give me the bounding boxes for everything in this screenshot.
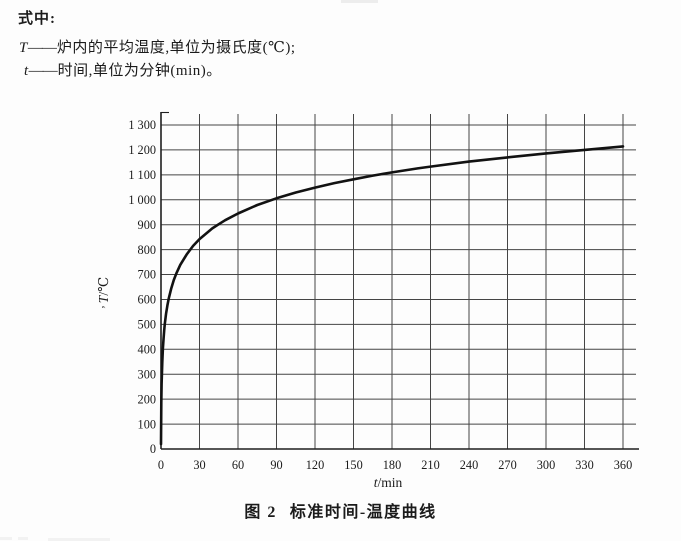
scan-artifact-top [341,0,378,3]
x-tick-label: 240 [460,458,478,472]
scan-artifact-bottom [48,538,110,541]
legend-dash: —— [28,63,58,79]
symbol-T: T [19,40,28,56]
x-tick-label: 30 [193,458,205,472]
legend-item-time: t——时间,单位为分钟(min)。 [24,59,222,80]
chart-axes [160,111,639,450]
y-tick-label: 800 [138,243,156,257]
y-tick-label: 900 [138,218,156,232]
y-tick-label: 0 [150,442,156,456]
y-tick-label: 300 [138,367,156,381]
y-tick-label: 400 [138,343,156,357]
x-tick-label: 60 [232,458,244,472]
scan-artifact-bottom [18,537,28,540]
legend-description-time: 时间,单位为分钟(min)。 [57,63,222,79]
x-tick-label: 300 [537,458,555,472]
x-tick-label: 270 [498,458,516,472]
x-tick-label: 150 [344,458,362,472]
y-tick-label: 500 [138,318,156,332]
x-axis-label: t/min [374,475,403,490]
figure-title: 标准时间-温度曲线 [289,504,437,521]
y-tick-label: 1 000 [128,193,156,207]
legend-item-temperature: T——炉内的平均温度,单位为摄氏度(℃); [19,36,296,57]
x-tick-label: 90 [270,458,282,472]
legend-description-temperature: 炉内的平均温度,单位为摄氏度(℃); [56,40,296,56]
scan-artifact-bottom [0,537,12,540]
figure-number: 图 2 [244,504,277,521]
x-tick-label: 330 [575,458,593,472]
y-tick-label: 1 200 [128,143,156,157]
y-tick-label: 1 300 [128,118,156,132]
y-tick-label: 1 100 [128,168,156,182]
symbol-t: t [24,63,29,79]
scan-artifact-mark: , [91,305,107,309]
y-tick-label: 100 [138,417,156,431]
x-tick-label: 120 [306,458,324,472]
temperature-curve [159,145,625,446]
legend-dash: —— [27,40,57,56]
equation-legend-heading: 式中: [18,11,56,27]
x-tick-label: 210 [421,458,439,472]
y-axis-label: T/℃ [96,277,111,303]
x-tick-label: 0 [158,458,164,472]
x-tick-label: 360 [614,458,632,472]
chart-grid [161,114,636,449]
x-tick-label: 180 [383,458,401,472]
figure-caption: 图 2 标准时间-温度曲线 [0,498,681,522]
y-tick-label: 700 [138,268,156,282]
y-tick-label: 200 [138,392,156,406]
y-tick-label: 600 [138,293,156,307]
